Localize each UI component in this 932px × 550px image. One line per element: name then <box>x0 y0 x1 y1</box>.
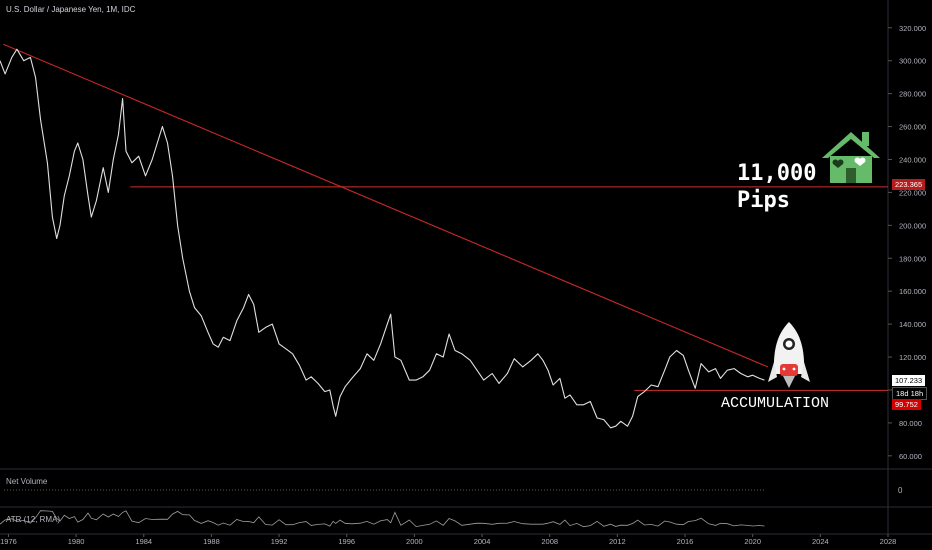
x-tick-label: 2008 <box>541 537 558 546</box>
x-tick-label: 2016 <box>677 537 694 546</box>
subpanes-layer <box>0 489 766 528</box>
pips-annotation: 11,000 Pips <box>737 160 816 214</box>
x-tick-label: 2004 <box>474 537 491 546</box>
usdjpy-price-line <box>0 48 765 429</box>
volume-axis-zero: 0 <box>898 486 903 495</box>
y-tick-label: 280.000 <box>899 90 926 99</box>
y-tick-label: 140.000 <box>899 320 926 329</box>
y-tick-label: 260.000 <box>899 123 926 132</box>
x-tick-label: 1976 <box>0 537 17 546</box>
x-tick-label: 1992 <box>271 537 288 546</box>
atr-pane-label: ATR (12, RMA) <box>6 515 61 524</box>
last-price-badge: 107.233 <box>892 375 926 386</box>
chart-title: U.S. Dollar / Japanese Yen, 1M, IDC <box>6 5 136 14</box>
y-tick-label: 120.000 <box>899 353 926 362</box>
y-tick-label: 60.000 <box>899 452 922 461</box>
volume-pane-label: Net Volume <box>6 477 48 486</box>
drawing-lines-layer <box>3 43 888 391</box>
pips-line-1: 11,000 <box>737 161 817 186</box>
y-tick-label: 220.000 <box>899 188 926 197</box>
y-tick-label: 320.000 <box>899 24 926 33</box>
x-tick-label: 1988 <box>203 537 220 546</box>
resistance-price-badge: 223.365 <box>892 179 926 190</box>
x-tick-label: 1996 <box>338 537 355 546</box>
x-tick-label: 2000 <box>406 537 423 546</box>
icons-layer <box>768 132 880 388</box>
x-tick-label: 2020 <box>744 537 761 546</box>
x-tick-label: 1980 <box>68 537 85 546</box>
x-tick-label: 2012 <box>609 537 626 546</box>
x-tick-label: 2028 <box>880 537 897 546</box>
accumulation-annotation: ACCUMULATION <box>721 395 830 412</box>
atr-line <box>0 510 765 528</box>
downtrend-line <box>3 43 769 368</box>
y-tick-label: 80.000 <box>899 419 922 428</box>
support-price-badge: 99.752 <box>892 399 921 410</box>
y-tick-label: 240.000 <box>899 155 926 164</box>
y-tick-label: 200.000 <box>899 221 926 230</box>
rocket-icon <box>768 322 810 388</box>
x-tick-label: 1984 <box>135 537 152 546</box>
house-with-hearts-icon <box>822 132 880 183</box>
price-series-layer <box>0 48 765 429</box>
y-tick-label: 160.000 <box>899 287 926 296</box>
pips-line-2: Pips <box>737 188 790 213</box>
x-tick-label: 2024 <box>812 537 829 546</box>
y-tick-label: 300.000 <box>899 57 926 66</box>
y-tick-label: 180.000 <box>899 254 926 263</box>
